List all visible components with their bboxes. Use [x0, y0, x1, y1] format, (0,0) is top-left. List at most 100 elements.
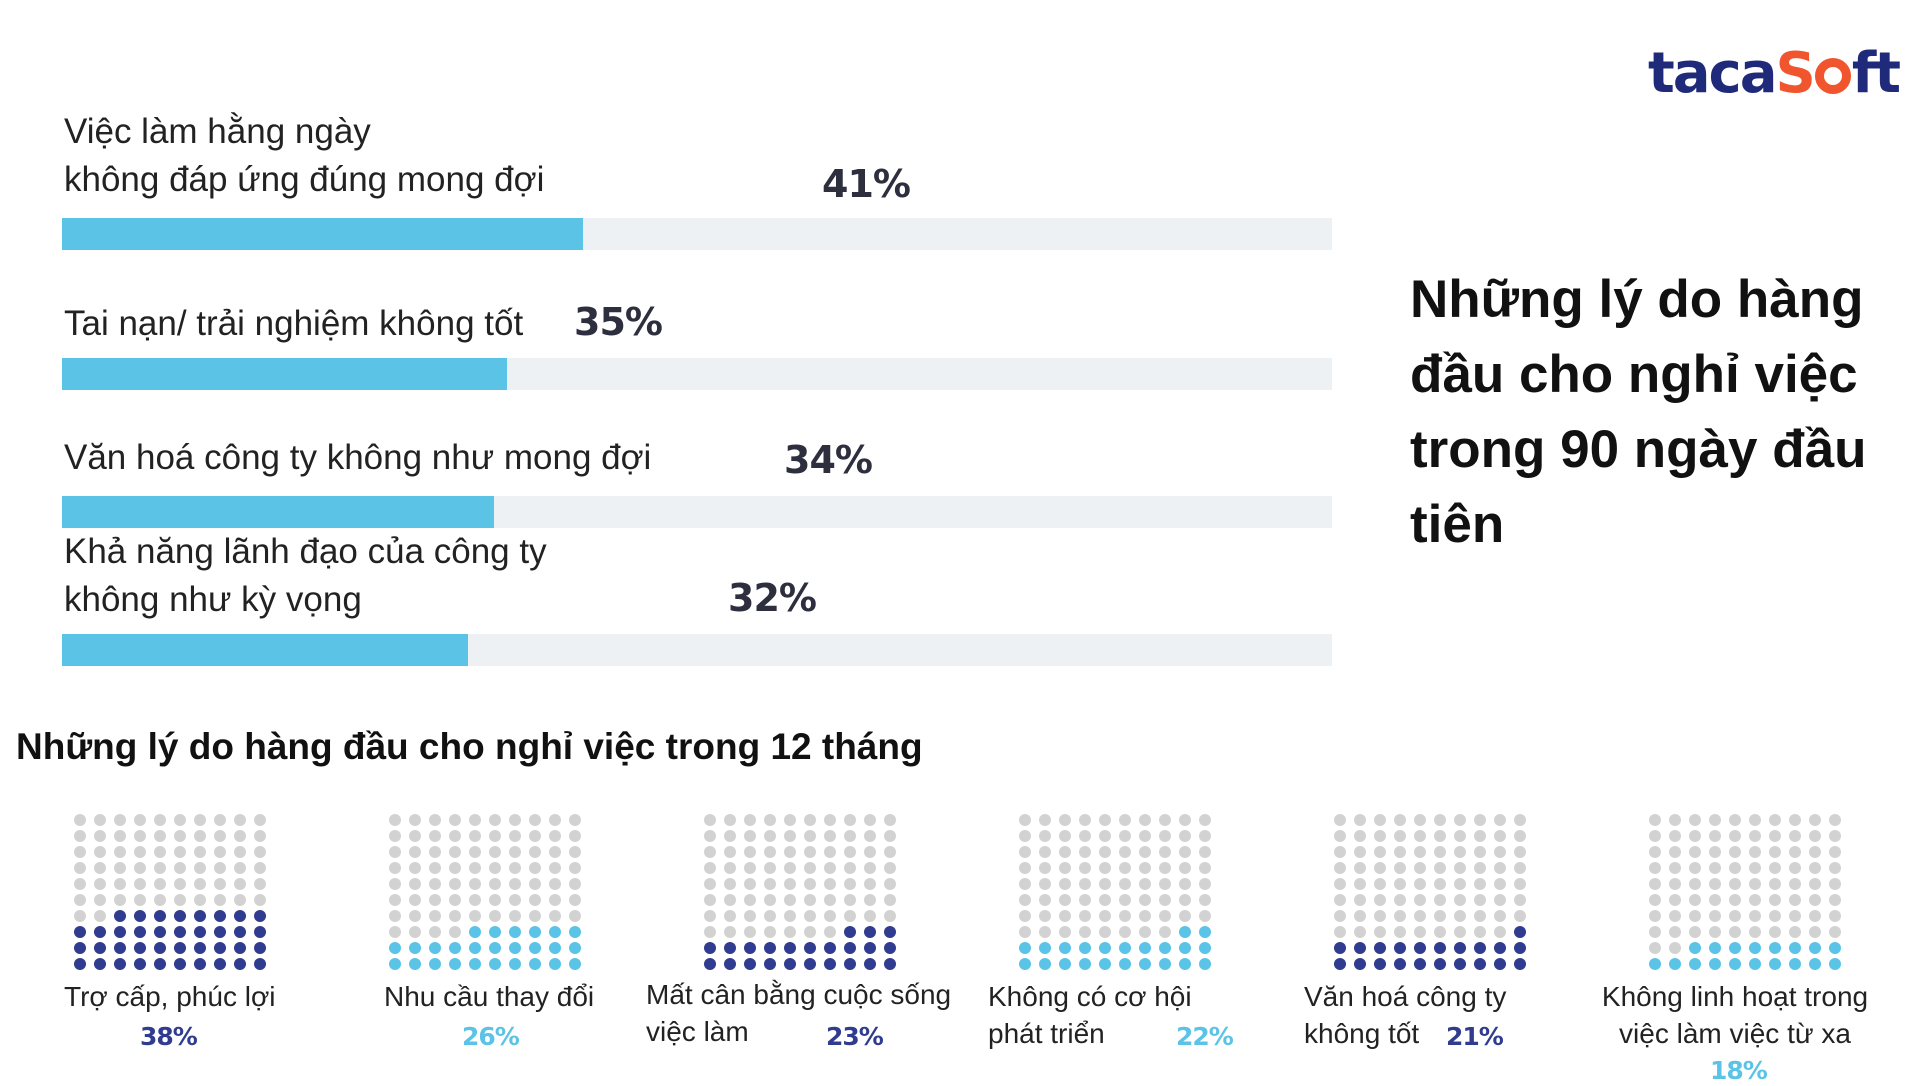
waffle-dot	[1669, 958, 1681, 970]
waffle-value-label: 22%	[1176, 1022, 1234, 1051]
waffle-dot	[389, 878, 401, 890]
waffle-grid	[389, 814, 581, 974]
waffle-dot	[1434, 894, 1446, 906]
waffle-dot	[154, 878, 166, 890]
waffle-dot	[409, 942, 421, 954]
waffle-dot	[1119, 830, 1131, 842]
waffle-dot	[804, 878, 816, 890]
waffle-dot	[234, 910, 246, 922]
waffle-dot	[744, 846, 756, 858]
waffle-grid	[1019, 814, 1211, 974]
waffle-dot	[1474, 894, 1486, 906]
waffle-dot	[1354, 910, 1366, 922]
waffle-dot	[1669, 830, 1681, 842]
bar-fill	[62, 358, 507, 390]
bar-track	[62, 496, 1332, 528]
waffle-dot	[1414, 958, 1426, 970]
waffle-dot	[174, 926, 186, 938]
waffle-dot	[1454, 830, 1466, 842]
waffle-dot	[1649, 862, 1661, 874]
waffle-dot	[1394, 894, 1406, 906]
waffle-dot	[529, 814, 541, 826]
waffle-dot	[1789, 910, 1801, 922]
waffle-dot	[469, 958, 481, 970]
chart-title-90-days: Những lý do hàng đầu cho nghỉ việc trong…	[1410, 270, 1867, 554]
bar-fill	[62, 218, 583, 250]
waffle-dot	[1649, 958, 1661, 970]
waffle-dot	[569, 910, 581, 922]
waffle-dot	[1474, 830, 1486, 842]
waffle-dot	[1454, 894, 1466, 906]
waffle-dot	[1079, 846, 1091, 858]
waffle-dot	[744, 910, 756, 922]
waffle-dot	[1474, 958, 1486, 970]
waffle-dot	[724, 910, 736, 922]
waffle-dot	[429, 830, 441, 842]
waffle-dot	[804, 926, 816, 938]
waffle-dot	[1669, 910, 1681, 922]
waffle-dot	[409, 894, 421, 906]
waffle-label: Trợ cấp, phúc lợi	[64, 981, 276, 1012]
waffle-dot	[724, 862, 736, 874]
waffle-dot	[1179, 958, 1191, 970]
waffle-dot	[134, 830, 146, 842]
waffle-label: Văn hoá công ty không tốt	[1304, 981, 1507, 1049]
waffle-dot	[744, 878, 756, 890]
waffle-dot	[1514, 878, 1526, 890]
waffle-dot	[1099, 894, 1111, 906]
waffle-dot	[1334, 910, 1346, 922]
waffle-dot	[784, 878, 796, 890]
waffle-dot	[1689, 862, 1701, 874]
waffle-dot	[884, 846, 896, 858]
waffle-dot	[764, 926, 776, 938]
waffle-dot	[1374, 846, 1386, 858]
bar-track	[62, 634, 1332, 666]
waffle-dot	[154, 814, 166, 826]
waffle-dot	[94, 862, 106, 874]
waffle-label: Không có cơ hội phát triển	[988, 981, 1192, 1049]
waffle-dot	[569, 862, 581, 874]
waffle-dot	[1829, 814, 1841, 826]
waffle-dot	[784, 894, 796, 906]
waffle-dot	[1099, 942, 1111, 954]
waffle-dot	[1139, 862, 1151, 874]
waffle-dot	[1474, 926, 1486, 938]
waffle-dot	[1099, 862, 1111, 874]
waffle-dot	[449, 814, 461, 826]
waffle-dot	[1514, 846, 1526, 858]
waffle-dot	[1199, 942, 1211, 954]
waffle-dot	[94, 830, 106, 842]
waffle-dot	[1374, 830, 1386, 842]
waffle-value-label: 21%	[1446, 1022, 1504, 1051]
waffle-dot	[114, 910, 126, 922]
waffle-dot	[1019, 942, 1031, 954]
waffle-dot	[1809, 894, 1821, 906]
waffle-dot	[529, 910, 541, 922]
waffle-dot	[764, 894, 776, 906]
waffle-dot	[804, 942, 816, 954]
waffle-dot	[194, 862, 206, 874]
waffle-dot	[1809, 910, 1821, 922]
waffle-dot	[1059, 958, 1071, 970]
waffle-dot	[1199, 910, 1211, 922]
waffle-dot	[1789, 958, 1801, 970]
waffle-dot	[1709, 910, 1721, 922]
waffle-dot	[824, 830, 836, 842]
waffle-dot	[1454, 926, 1466, 938]
waffle-dot	[1199, 830, 1211, 842]
waffle-dot	[1649, 846, 1661, 858]
waffle-dot	[1119, 814, 1131, 826]
waffle-dot	[724, 926, 736, 938]
waffle-dot	[864, 846, 876, 858]
waffle-dot	[1354, 926, 1366, 938]
waffle-dot	[1454, 910, 1466, 922]
waffle-dot	[529, 926, 541, 938]
waffle-dot	[489, 894, 501, 906]
waffle-dot	[1019, 910, 1031, 922]
waffle-dot	[804, 910, 816, 922]
waffle-dot	[1689, 830, 1701, 842]
waffle-dot	[174, 910, 186, 922]
waffle-dot	[1769, 814, 1781, 826]
waffle-dot	[1139, 846, 1151, 858]
waffle-dot	[549, 958, 561, 970]
